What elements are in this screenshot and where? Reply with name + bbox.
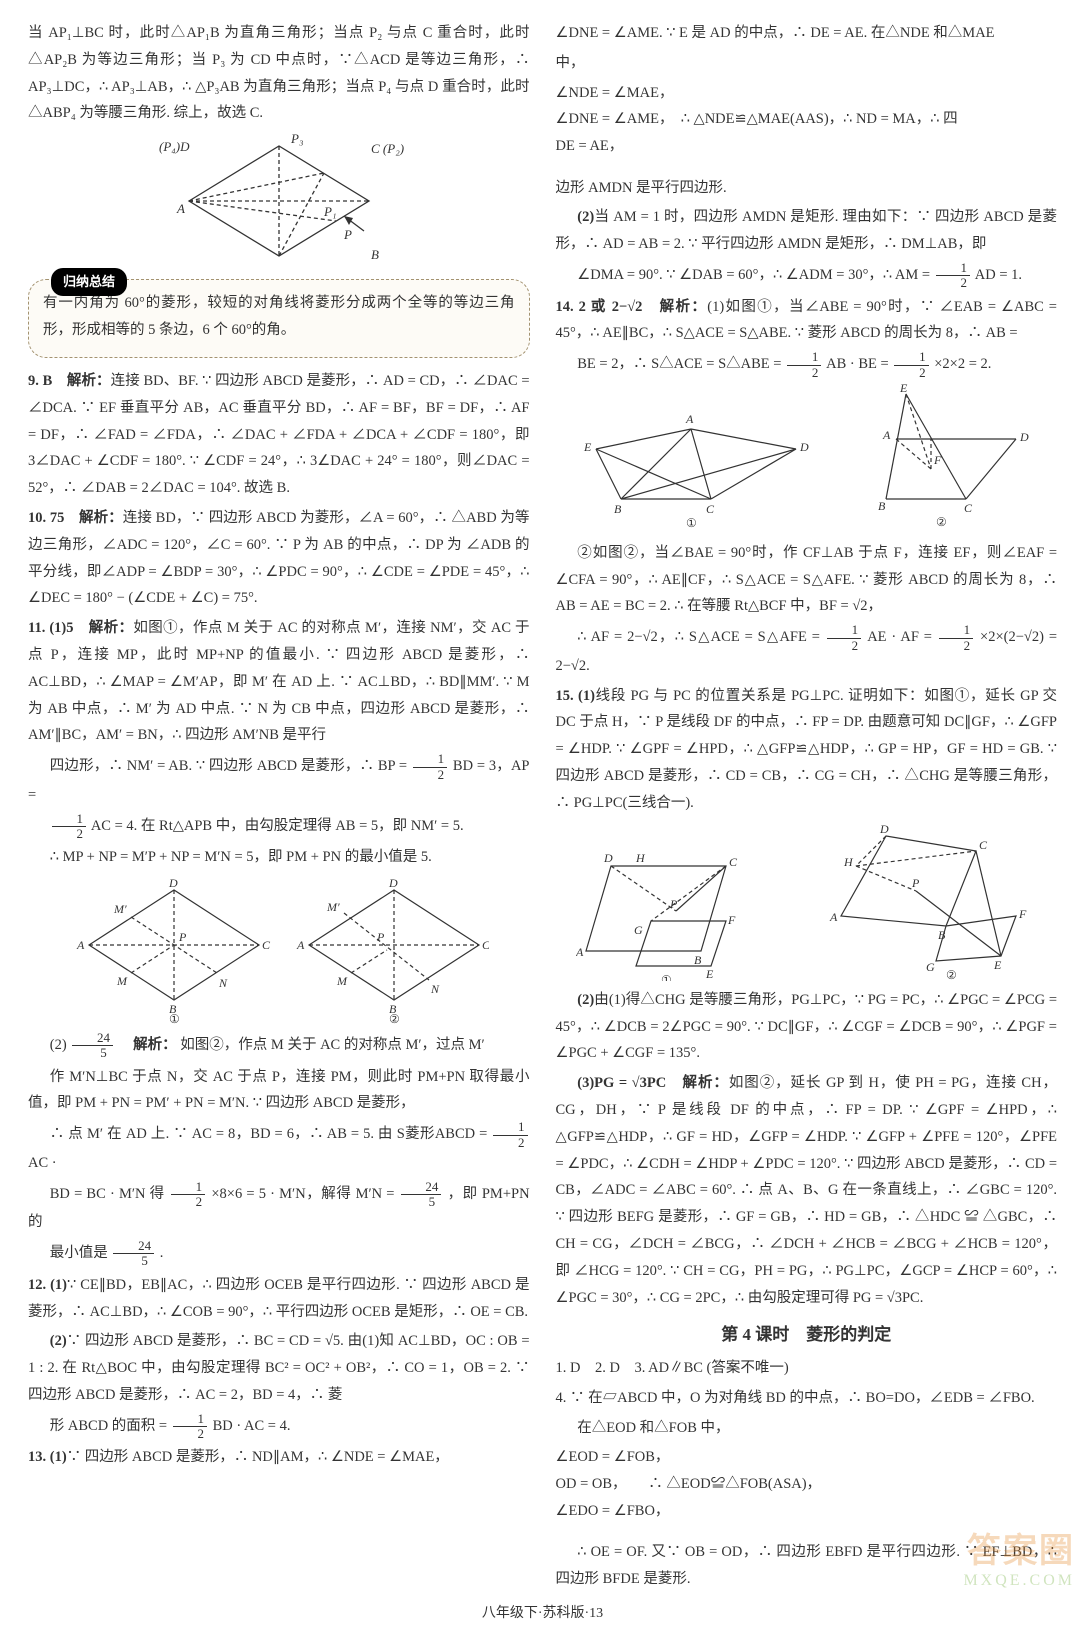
svg-text:①: ① [169,1012,180,1025]
q13-1: 13. (1)∵ 四边形 ABCD 是菱形，∴ ND∥AM，∴ ∠NDE = ∠… [28,1444,530,1471]
q15c: (3)PG = √3PC 解析：如图②，延长 GP 到 H，使 PH = PG，… [556,1070,1058,1311]
svg-text:D: D [1019,430,1029,444]
svg-text:D: D [879,822,889,836]
svg-text:C: C [964,501,973,515]
q14b-a: ②如图②，当∠BAE = 90°时，作 CF⊥AB 于点 F，连接 EF，则∠E… [556,540,1058,620]
svg-text:(P₄)D: (P₄)D [159,139,190,154]
svg-text:N: N [218,976,228,990]
svg-text:F: F [933,453,942,467]
q11a-4: ∴ MP + NP = M′P + NP = M′N = 5，即 PM + PN… [28,844,530,871]
svg-text:B: B [694,953,702,967]
svg-text:G: G [926,960,935,974]
q15a: 15. (1)线段 PG 与 PC 的位置关系是 PG⊥PC. 证明如下：如图①… [556,683,1058,817]
figure-q14: E A D B C ① [576,384,1036,534]
q11b-d: BD = BC · M′N 得 12 ×8×6 = 5 · M′N，解得 M′N… [28,1180,530,1236]
svg-text:①: ① [661,973,672,981]
svg-text:E: E [705,967,714,981]
svg-text:M′: M′ [113,902,127,916]
l4-q4b: ∴ OE = OF. 又∵ OB = OD，∴ 四边形 EBFD 是平行四边形.… [556,1539,1058,1593]
svg-text:D: D [168,876,178,890]
q11a-1: 11. (1)5 解析：如图①，作点 M 关于 AC 的对称点 M′，连接 NM… [28,615,530,749]
q11b-head: (2) 245 解析： 如图②，作点 M 关于 AC 的对称点 M′，过点 M′ [28,1031,530,1061]
svg-text:H: H [843,855,854,869]
svg-text:P₁: P₁ [323,204,336,219]
figure-two-rhombi: M′ D A C B M N P ① [69,875,489,1025]
svg-text:P: P [178,930,187,944]
l4-q4-brace: 在△EOD 和△FOB 中， [556,1415,1058,1442]
right-column: ∠DNE = ∠AME. ∵ E 是 AD 的中点，∴ DE = AE. 在△N… [556,20,1058,1596]
svg-text:P: P [669,897,678,911]
q12a: 12. (1)∵ CE∥BD，EB∥AC，∴ 四边形 OCEB 是平行四边形. … [28,1272,530,1326]
q10: 10. 75 解析：连接 BD，∵ 四边形 ABCD 为菱形，∠A = 60°，… [28,505,530,612]
svg-text:B: B [938,928,946,942]
svg-text:M′: M′ [326,900,340,914]
svg-text:A: A [882,428,891,442]
svg-text:C: C [979,838,988,852]
q13-brace: 中， [556,50,1058,77]
q13-cont-a: ∠DNE = ∠AME. ∵ E 是 AD 的中点，∴ DE = AE. 在△N… [556,20,1058,47]
figure-rhombus-p: (P₄)D P₃ C (P₂) P₁ P A B [149,131,409,271]
svg-text:A: A [76,938,85,952]
q11a-2: 四边形，∴ NM′ = AB. ∵ 四边形 ABCD 是菱形，∴ BP = 12… [28,752,530,808]
l4-q4a: 4. ∵ 在▱ABCD 中，O 为对角线 BD 的中点，∴ BO=DO，∠EDB… [556,1385,1058,1412]
summary-tag: 归纳总结 [51,268,127,296]
svg-text:M: M [336,974,348,988]
q12b-b: 形 ABCD 的面积 = 12 BD · AC = 4. [28,1412,530,1442]
intro-para: 当 AP₁⊥BC 时，此时△AP₁B 为直角三角形；当点 P₂ 与点 C 重合时… [28,20,530,127]
q11a-3: 12 AC = 4. 在 Rt△APB 中，由勾股定理得 AB = 5，即 NM… [28,812,530,842]
lesson4-title: 第 4 课时 菱形的判定 [556,1319,1058,1350]
svg-text:B: B [371,247,379,262]
svg-text:E: E [583,440,592,454]
summary-body: 有一内角为 60°的菱形，较短的对角线将菱形分成两个全等的等边三角形，形成相等的… [43,290,515,344]
q12b-a: (2)∵ 四边形 ABCD 是菱形，∴ BC = CD = √5. 由(1)知 … [28,1328,530,1408]
svg-text:P: P [343,227,352,242]
svg-text:E: E [993,958,1002,972]
svg-text:②: ② [936,515,947,529]
svg-text:E: E [899,384,908,395]
svg-text:A: A [829,910,838,924]
svg-text:A: A [176,201,185,216]
svg-text:F: F [1018,907,1027,921]
svg-text:H: H [635,851,646,865]
svg-text:①: ① [686,516,697,530]
svg-text:P₃: P₃ [290,131,303,146]
svg-text:C (P₂): C (P₂) [371,141,404,156]
svg-text:C: C [729,855,738,869]
svg-text:②: ② [389,1012,400,1025]
q13b-a: (2)当 AM = 1 时，四边形 AMDN 是矩形. 理由如下：∵ 四边形 A… [556,204,1058,258]
svg-text:B: B [878,499,886,513]
q13-cont-b: 边形 AMDN 是平行四边形. [556,175,1058,202]
summary-box: 归纳总结 有一内角为 60°的菱形，较短的对角线将菱形分成两个全等的等边三角形，… [28,279,530,358]
q15b: (2)由(1)得△CHG 是等腰三角形，PG⊥PC，∵ PG = PC，∴ ∠P… [556,987,1058,1067]
svg-text:D: D [603,851,613,865]
svg-text:A: A [296,938,305,952]
svg-text:F: F [727,913,736,927]
left-column: 当 AP₁⊥BC 时，此时△AP₁B 为直角三角形；当点 P₂ 与点 C 重合时… [28,20,530,1596]
svg-text:A: A [576,945,584,959]
svg-text:C: C [482,938,489,952]
svg-text:P: P [376,930,385,944]
q9: 9. B 解析：连接 BD、BF. ∵ 四边形 ABCD 是菱形，∴ AD = … [28,368,530,502]
svg-text:②: ② [946,968,957,981]
svg-text:C: C [706,502,715,516]
page-footer: 八年级下·苏科版·13 [0,1600,1085,1632]
svg-text:A: A [685,412,694,426]
q11b-c: ∴ 点 M′ 在 AD 上. ∵ AC = 8，BD = 6，∴ AB = 5.… [28,1120,530,1176]
q14b-b: ∴ AF = 2−√2，∴ S△ACE = S△AFE = 12 AE · AF… [556,623,1058,679]
svg-text:G: G [634,923,643,937]
svg-text:B: B [614,502,622,516]
svg-text:D: D [799,440,809,454]
q11b-b: 作 M′N⊥BC 于点 N，交 AC 于点 P，连接 PM，则此时 PM+PN … [28,1064,530,1118]
figure-q15: D H C A B E G F P ① [576,821,1036,981]
svg-text:M: M [116,974,128,988]
svg-text:N: N [430,982,440,996]
svg-text:D: D [388,876,398,890]
svg-text:P: P [911,876,920,890]
q14-a: 14. 2 或 2−√2 解析：(1)如图①，当∠ABE = 90°时，∵ ∠E… [556,294,1058,348]
q13b-b: ∠DMA = 90°. ∵ ∠DAB = 60°，∴ ∠ADM = 30°，∴ … [556,261,1058,291]
l4-q1: 1. D 2. D 3. AD∥BC (答案不唯一) [556,1355,1058,1382]
q14-b: BE = 2，∴ S△ACE = S△ABE = 12 AB · BE = 12… [556,350,1058,380]
svg-text:C: C [262,938,271,952]
q11b-e: 最小值是 245 . [28,1239,530,1269]
